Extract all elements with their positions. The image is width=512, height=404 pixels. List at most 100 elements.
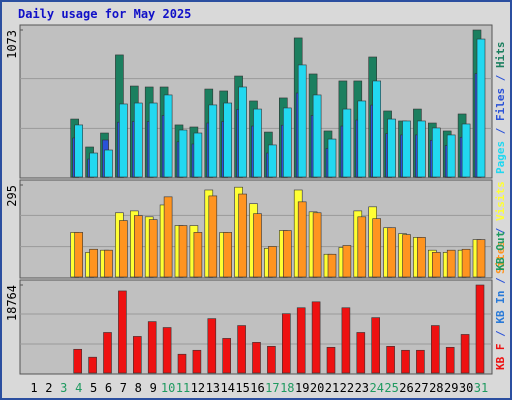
bar (371, 317, 381, 374)
chart-title: Daily usage for May 2025 (18, 7, 191, 21)
bar (387, 227, 396, 278)
x-tick-label: 9 (150, 381, 157, 395)
x-tick-label: 20 (310, 381, 324, 395)
bar (460, 334, 470, 374)
x-tick-label: 23 (355, 381, 369, 395)
bar (357, 216, 367, 278)
bar (73, 348, 82, 374)
bar (296, 307, 306, 374)
bar (162, 327, 172, 374)
bar (431, 127, 441, 178)
bar (252, 342, 261, 374)
bar (74, 232, 83, 278)
x-tick-label: 25 (384, 381, 398, 395)
bar (238, 193, 247, 278)
bar (148, 219, 158, 278)
x-tick-label: 16 (250, 381, 264, 395)
bar (356, 332, 366, 374)
bar (253, 213, 262, 278)
legend: KB F / KB In / KB Out (494, 231, 507, 370)
bar (193, 132, 203, 178)
x-tick-label: 8 (135, 381, 142, 395)
bar (387, 118, 396, 178)
bar (178, 225, 188, 278)
x-tick-label: 12 (191, 381, 205, 395)
bar (282, 107, 292, 178)
bar (223, 232, 232, 278)
bar (104, 149, 113, 178)
bar (222, 338, 231, 374)
legend-separator: / (494, 68, 507, 88)
bar (267, 346, 276, 374)
bar (89, 152, 98, 178)
bar (237, 325, 246, 374)
bar (446, 134, 456, 178)
x-tick-label: 11 (176, 381, 190, 395)
y-tick-label: 1073 (5, 30, 19, 59)
bar (417, 120, 426, 178)
x-tick-label: 17 (265, 381, 279, 395)
bar (268, 144, 277, 178)
x-tick-label: 15 (235, 381, 249, 395)
bar (208, 195, 218, 278)
legend-entry: Files (494, 88, 507, 121)
legend-entry: Sites (494, 241, 507, 274)
bar (475, 284, 485, 374)
bar (341, 307, 351, 374)
bar (177, 353, 187, 374)
x-tick-label: 29 (444, 381, 458, 395)
bar (104, 249, 113, 278)
bar (342, 245, 352, 278)
bar (461, 248, 471, 278)
y-tick-label: 18764 (5, 285, 19, 321)
legend-entry: Visits (494, 181, 507, 221)
bar (476, 38, 486, 178)
bar (88, 356, 97, 374)
bar (163, 94, 173, 178)
bar (193, 232, 203, 278)
x-tick-label: 24 (369, 381, 383, 395)
x-tick-label: 6 (105, 381, 112, 395)
bar (297, 64, 307, 178)
bar (192, 349, 202, 374)
x-tick-label: 21 (325, 381, 339, 395)
legend-separator: / (494, 271, 507, 291)
legend-entry: KB F (494, 344, 507, 371)
bar (311, 301, 321, 374)
bar (430, 325, 440, 374)
legend: Sites / Visits (494, 181, 507, 274)
x-tick-label: 7 (120, 381, 127, 395)
bar (372, 218, 382, 278)
legend-entry: Hits (494, 42, 507, 69)
bar (402, 120, 411, 178)
bar (207, 318, 217, 374)
bar (342, 108, 352, 178)
legend-entry: Pages (494, 141, 507, 174)
bar (148, 102, 158, 178)
bar (238, 86, 247, 178)
bar (297, 201, 307, 278)
bar (208, 104, 218, 178)
legend-separator: / (494, 324, 507, 344)
bar (74, 124, 83, 178)
bar (119, 103, 128, 178)
bar (133, 336, 142, 374)
bar (253, 108, 262, 178)
bar (223, 102, 232, 178)
bar (431, 252, 441, 278)
bar (178, 129, 188, 178)
bar (89, 248, 98, 278)
x-tick-label: 14 (220, 381, 234, 395)
bar (134, 215, 143, 278)
bar (476, 239, 486, 278)
x-tick-label: 19 (295, 381, 309, 395)
bar (118, 290, 127, 374)
bar (357, 100, 367, 178)
x-tick-label: 26 (399, 381, 413, 395)
bar (326, 346, 336, 374)
bar (312, 94, 322, 178)
bar (446, 249, 456, 278)
x-tick-label: 4 (75, 381, 82, 395)
